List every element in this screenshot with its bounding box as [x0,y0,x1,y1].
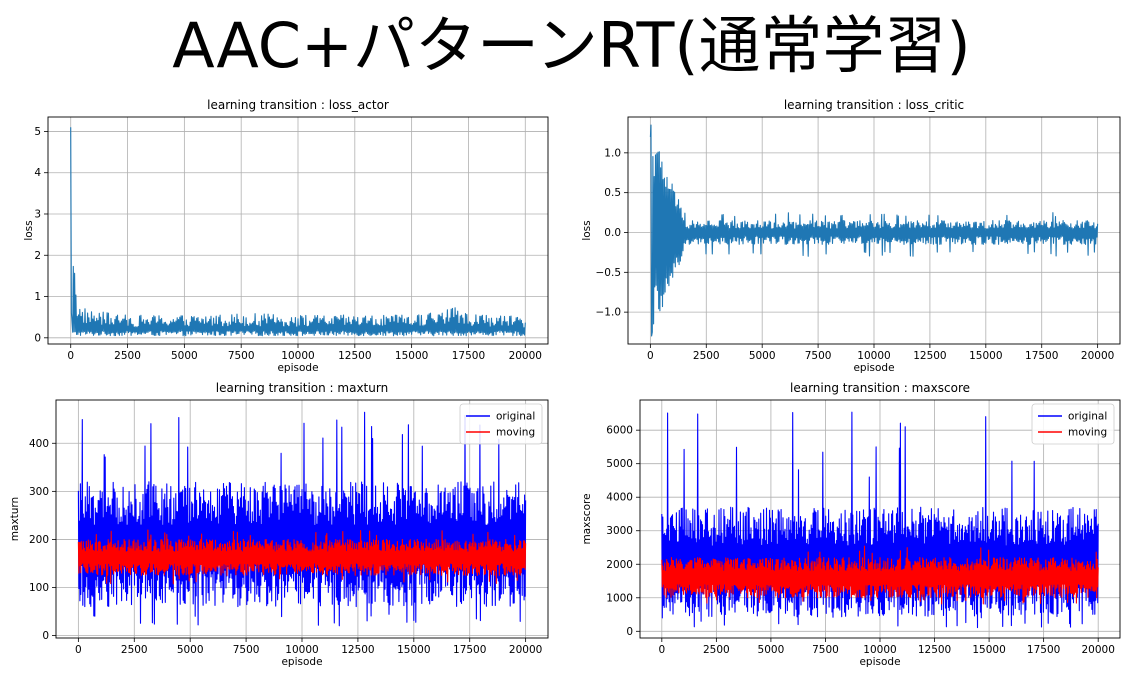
chart-maxscore-ylabel: maxscore [581,493,593,544]
chart-maxscore-ytick-label: 6000 [606,425,633,437]
chart-maxturn-ytick-label: 400 [29,438,49,450]
chart-loss-actor-ytick-label: 1 [34,291,41,303]
chart-loss-actor-ytick-label: 5 [34,126,41,138]
chart-maxturn-series-line-original [77,411,527,627]
chart-maxturn-xtick-label: 5000 [177,644,204,656]
chart-maxturn-xtick-label: 17500 [453,644,486,656]
chart-loss-actor-ytick-label: 2 [34,250,41,262]
chart-maxturn-series-line-moving [77,529,527,585]
chart-maxturn-ytick-label: 100 [29,582,49,594]
chart-loss-actor-title: learning transition : loss_actor [207,98,389,112]
chart-maxturn-ytick-label: 0 [42,630,49,642]
chart-maxscore-xtick-label: 2500 [703,644,730,656]
chart-loss-critic-xtick-label: 10000 [857,350,890,362]
chart-loss-critic-ylabel: loss [581,220,593,240]
chart-maxscore-ytick-label: 2000 [606,559,633,571]
chart-maxturn-ylabel: maxturn [9,497,21,541]
chart-maxturn-xtick-label: 2500 [121,644,148,656]
slide-title: AAC+パターンRT(通常学習) [172,9,971,82]
chart-loss-actor-xtick-label: 12500 [338,350,371,362]
chart-loss-critic-xtick-label: 15000 [969,350,1002,362]
chart-maxscore-series-line-moving [661,545,1099,605]
chart-loss-critic-svg: 0 2500 5000 7500 10000 12500 15000 17500 20000 −1… [581,98,1121,374]
chart-maxscore-xlabel: episode [859,656,900,668]
chart-maxscore-ytick-label: 1000 [606,592,633,604]
chart-maxturn-xtick-label: 15000 [397,644,430,656]
chart-loss-actor: 0 2500 5000 7500 10000 12500 15000 17500 20000 0 1… [0,95,560,385]
chart-loss-actor-xlabel: episode [277,362,318,374]
chart-maxturn-ytick-label: 300 [29,486,49,498]
chart-maxscore-legend-label-moving: moving [1068,427,1107,439]
chart-maxscore-xtick-label: 17500 [1027,644,1060,656]
chart-maxscore-xtick-label: 5000 [758,644,785,656]
chart-loss-critic-ytick-label: 0.5 [604,187,621,199]
chart-loss-actor-xtick-label: 7500 [228,350,255,362]
chart-loss-critic-xtick-label: 2500 [693,350,720,362]
chart-maxscore-series-line-original [661,411,1099,629]
chart-loss-critic-ytick-label: 1.0 [604,147,621,159]
chart-maxturn-xtick-label: 10000 [285,644,318,656]
chart-loss-critic-ytick-label: 0.0 [604,227,621,239]
chart-loss-critic: 0 2500 5000 7500 10000 12500 15000 17500 20000 −1… [572,95,1132,385]
chart-loss-actor-xtick-label: 10000 [281,350,314,362]
chart-maxscore-ytick-label: 4000 [606,492,633,504]
chart-maxturn-xtick-label: 7500 [233,644,260,656]
chart-maxscore-svg: 0 2500 5000 7500 10000 12500 15000 17500 20000 0 1… [581,381,1121,668]
chart-maxscore-ytick-label: 0 [626,626,633,638]
chart-loss-critic-xtick-label: 17500 [1025,350,1058,362]
chart-loss-critic-xtick-label: 7500 [805,350,832,362]
chart-loss-critic-xtick-label: 12500 [913,350,946,362]
chart-loss-actor-xtick-label: 20000 [509,350,542,362]
chart-loss-critic-ytick-label: −0.5 [596,267,622,279]
chart-maxturn-xlabel: episode [281,656,322,668]
chart-loss-actor-ylabel: loss [23,220,35,240]
chart-loss-critic-title: learning transition : loss_critic [784,98,964,112]
chart-maxturn-xtick-label: 0 [75,644,82,656]
chart-maxturn: 0 2500 5000 7500 10000 12500 15000 17500 20000 0 1… [0,378,560,678]
chart-maxscore-xtick-label: 12500 [918,644,951,656]
chart-maxscore-xtick-label: 20000 [1081,644,1114,656]
chart-maxscore-legend [1031,403,1115,445]
chart-loss-critic-series-line [649,124,1099,337]
chart-maxturn-legend-label-original: original [496,411,535,423]
chart-maxturn-xtick-label: 12500 [341,644,374,656]
chart-maxscore-xtick-label: 15000 [972,644,1005,656]
chart-loss-critic-xlabel: episode [853,362,894,374]
chart-loss-actor-xtick-label: 15000 [395,350,428,362]
chart-maxscore: 0 2500 5000 7500 10000 12500 15000 17500 20000 0 1… [572,378,1132,678]
chart-loss-actor-xtick-label: 0 [67,350,74,362]
chart-maxturn-xtick-label: 20000 [509,644,542,656]
chart-maxturn-legend-label-moving: moving [496,427,535,439]
chart-loss-critic-xtick-label: 5000 [749,350,776,362]
chart-loss-critic-ytick-label: −1.0 [596,307,622,319]
chart-maxscore-ytick-label: 5000 [606,458,633,470]
chart-maxscore-xtick-label: 0 [658,644,665,656]
chart-maxturn-svg: 0 2500 5000 7500 10000 12500 15000 17500 20000 0 1… [9,381,549,668]
chart-loss-critic-xtick-label: 0 [647,350,654,362]
chart-maxscore-title: learning transition : maxscore [790,381,970,395]
chart-maxturn-title: learning transition : maxturn [216,381,388,395]
chart-loss-actor-ytick-label: 4 [34,167,41,179]
chart-loss-critic-xtick-label: 20000 [1081,350,1114,362]
chart-loss-actor-xtick-label: 2500 [114,350,141,362]
chart-loss-actor-series-line [70,127,526,337]
chart-maxturn-legend [459,403,543,445]
chart-maxscore-ytick-label: 3000 [606,525,633,537]
chart-loss-actor-ytick-label: 3 [34,208,41,220]
chart-maxturn-ytick-label: 200 [29,534,49,546]
chart-maxscore-xtick-label: 10000 [863,644,896,656]
chart-maxscore-xtick-label: 7500 [812,644,839,656]
chart-maxscore-legend-label-original: original [1068,411,1107,423]
chart-loss-actor-ytick-label: 0 [34,332,41,344]
chart-loss-actor-xtick-label: 17500 [452,350,485,362]
chart-loss-actor-xtick-label: 5000 [171,350,198,362]
chart-loss-actor-svg: 0 2500 5000 7500 10000 12500 15000 17500 20000 0 1… [23,98,549,374]
